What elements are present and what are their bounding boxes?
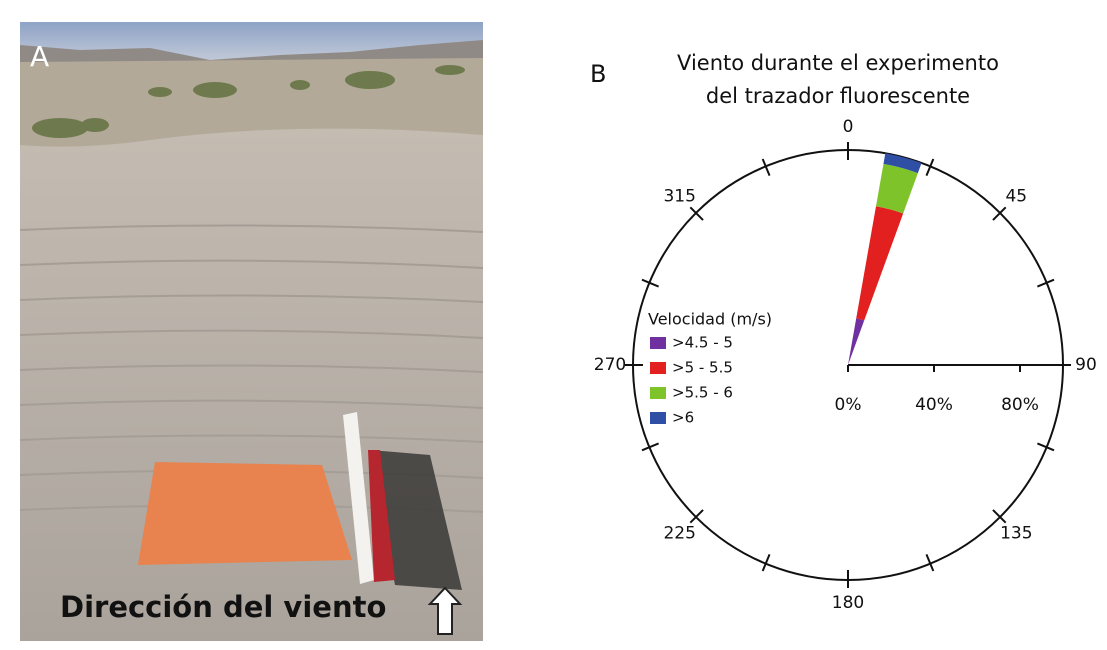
direction-minor-tick xyxy=(761,158,771,176)
direction-minor-tick xyxy=(641,278,659,288)
direction-label: 45 xyxy=(1005,187,1027,207)
direction-minor-tick xyxy=(925,158,935,176)
radial-tick-label: 0% xyxy=(835,395,862,415)
caption: Dirección del viento xyxy=(60,590,386,624)
radial-tick-label: 80% xyxy=(1001,395,1039,415)
direction-tick xyxy=(689,509,704,524)
rose-segment xyxy=(876,163,918,214)
shrubs xyxy=(32,65,465,138)
direction-tick xyxy=(992,206,1007,221)
direction-minor-tick xyxy=(761,554,771,572)
direction-tick xyxy=(689,206,704,221)
direction-minor-tick xyxy=(925,554,935,572)
direction-label: 135 xyxy=(1000,523,1032,543)
legend-label: >4.5 - 5 xyxy=(672,334,733,352)
chart-title: del trazador fluorescente xyxy=(706,84,970,108)
photo: A Dirección del viento xyxy=(19,22,484,641)
legend-label: >5 - 5.5 xyxy=(672,359,733,377)
legend-label: >6 xyxy=(672,409,694,427)
panel-label: A xyxy=(30,40,49,73)
legend-swatch xyxy=(650,387,666,399)
ruler-end xyxy=(368,450,395,582)
rose-segment xyxy=(848,318,865,365)
legend-label: >5.5 - 6 xyxy=(672,384,733,402)
legend-swatch xyxy=(650,412,666,424)
legend-swatch xyxy=(650,362,666,374)
direction-label: 0 xyxy=(843,117,854,137)
direction-minor-tick xyxy=(1037,442,1055,452)
wind-arrow xyxy=(427,586,463,635)
direction-minor-tick xyxy=(641,442,659,452)
panel-label: B xyxy=(590,60,606,88)
direction-label: 225 xyxy=(663,523,695,543)
direction-label: 315 xyxy=(663,187,695,207)
tracer-patch xyxy=(138,462,352,565)
direction-tick xyxy=(992,509,1007,524)
rose-segment xyxy=(856,206,904,321)
direction-label: 180 xyxy=(832,593,864,613)
ruler xyxy=(343,412,374,584)
chart-title: Viento durante el experimento xyxy=(677,51,999,75)
direction-label: 90 xyxy=(1075,355,1097,375)
legend-swatch xyxy=(650,337,666,349)
legend-title: Velocidad (m/s) xyxy=(648,310,772,329)
direction-minor-tick xyxy=(1037,278,1055,288)
shadow xyxy=(370,450,462,590)
direction-label: 270 xyxy=(594,355,626,375)
radial-tick-label: 40% xyxy=(915,395,953,415)
rose-segment xyxy=(883,153,922,174)
